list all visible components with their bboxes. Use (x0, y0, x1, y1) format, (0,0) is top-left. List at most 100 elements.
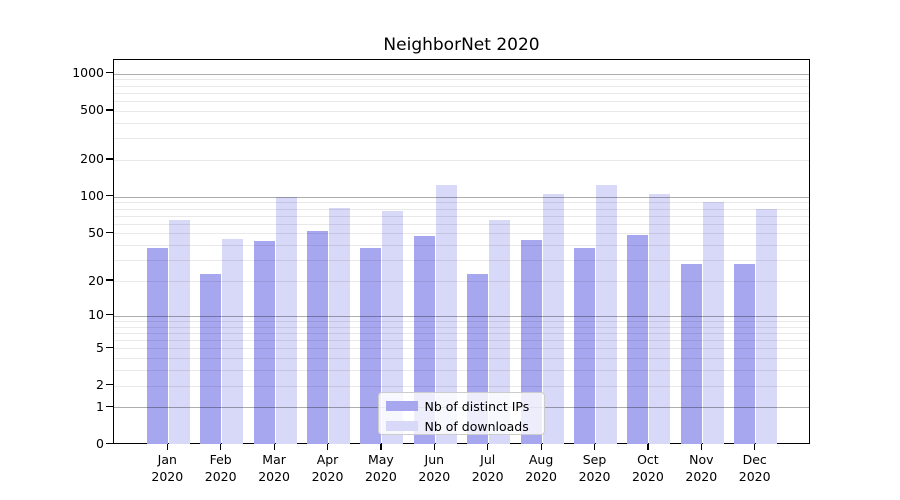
chart-title: NeighborNet 2020 (383, 35, 540, 55)
y-tick-label: 200 (80, 151, 104, 167)
legend-swatch-distinct-ips (386, 400, 418, 412)
minor-gridline (114, 326, 809, 328)
y-axis-tick (106, 195, 113, 197)
bar-downloads-sep (595, 184, 618, 445)
minor-gridline (114, 260, 809, 262)
major-gridline (114, 315, 809, 317)
minor-gridline (114, 101, 809, 103)
y-tick-label: 1 (96, 398, 104, 414)
legend-swatch-downloads (386, 420, 418, 432)
bar-downloads-mar (275, 196, 297, 445)
bar-distinct-ips-oct (627, 234, 649, 445)
minor-gridline (114, 348, 809, 350)
x-tick-label: Sep 2020 (563, 452, 627, 485)
x-tick-label-year: 2020 (204, 468, 237, 484)
y-axis-tick (106, 72, 113, 74)
x-tick-label-month: Jan (157, 452, 177, 467)
x-tick-label: Mar 2020 (242, 452, 306, 485)
x-axis-tick (540, 444, 542, 450)
bar-downloads-apr (328, 207, 351, 445)
bar-downloads-oct (649, 194, 671, 445)
x-axis-tick (647, 444, 649, 450)
minor-gridline (114, 215, 809, 217)
minor-gridline (114, 281, 809, 283)
x-tick-label-year: 2020 (685, 468, 718, 484)
bar-distinct-ips-apr (306, 231, 329, 445)
x-tick-label-year: 2020 (311, 468, 344, 484)
minor-gridline (114, 79, 809, 81)
y-tick-label: 1000 (72, 65, 104, 81)
x-tick-label-month: Jul (480, 452, 496, 467)
x-axis-tick (700, 444, 702, 450)
bar-downloads-nov (702, 202, 724, 445)
y-tick-label: 20 (88, 272, 104, 288)
x-tick-label: Jan 2020 (135, 452, 199, 485)
x-tick-label: Jun 2020 (402, 452, 466, 485)
y-axis-tick (106, 109, 113, 111)
y-tick-label: 10 (88, 307, 104, 323)
legend-item-downloads: Nb of downloads (386, 419, 529, 434)
x-tick-label: Aug 2020 (509, 452, 573, 485)
x-tick-label-month: Apr (316, 452, 339, 467)
bar-downloads-may (382, 210, 404, 445)
x-tick-label-year: 2020 (418, 468, 451, 484)
minor-gridline (114, 245, 809, 247)
x-tick-label: Dec 2020 (723, 452, 787, 485)
x-tick-label-year: 2020 (631, 468, 664, 484)
x-axis-tick (380, 444, 382, 450)
minor-gridline (114, 138, 809, 140)
y-tick-label: 100 (80, 188, 104, 204)
legend-label-downloads: Nb of downloads (424, 418, 529, 434)
minor-gridline (114, 358, 809, 360)
x-axis-tick (326, 444, 329, 450)
minor-gridline (114, 122, 809, 124)
minor-gridline (114, 92, 809, 94)
x-tick-label-year: 2020 (578, 468, 611, 484)
x-tick-label: Nov 2020 (669, 452, 733, 485)
minor-gridline (114, 85, 809, 87)
minor-gridline (114, 233, 809, 235)
bar-downloads-jun (435, 184, 457, 445)
plot-area (113, 59, 810, 445)
x-axis-tick (273, 444, 275, 450)
x-axis-tick (487, 444, 489, 450)
y-axis-tick (106, 314, 113, 316)
y-tick-label: 50 (88, 224, 104, 240)
y-tick-label: 500 (80, 102, 104, 118)
x-tick-label-year: 2020 (364, 468, 397, 484)
x-tick-label: May 2020 (349, 452, 413, 485)
bar-distinct-ips-nov (680, 263, 702, 445)
x-tick-label: Jul 2020 (456, 452, 520, 485)
minor-gridline (114, 340, 809, 342)
minor-gridline (114, 110, 809, 112)
x-tick-label-month: May (367, 452, 394, 467)
minor-gridline (114, 223, 809, 225)
bar-distinct-ips-jan (146, 247, 168, 445)
legend-item-distinct-ips: Nb of distinct IPs (386, 399, 529, 414)
x-tick-label-year: 2020 (471, 468, 504, 484)
bar-distinct-ips-may (360, 247, 382, 445)
x-axis-tick (220, 444, 222, 450)
x-tick-label: Feb 2020 (189, 452, 253, 485)
minor-gridline (114, 332, 809, 334)
x-tick-label-month: Sep (582, 452, 607, 467)
x-tick-label-year: 2020 (525, 468, 557, 484)
x-tick-label-month: Nov (689, 452, 714, 467)
y-tick-label: 5 (96, 339, 104, 355)
x-tick-label-year: 2020 (738, 468, 771, 484)
minor-gridline (114, 202, 809, 204)
minor-gridline (114, 385, 809, 387)
bar-downloads-jul (489, 219, 511, 445)
x-tick-label-month: Jun (424, 452, 445, 467)
bar-distinct-ips-sep (573, 247, 596, 445)
y-axis-tick (106, 279, 113, 281)
bar-downloads-dec (756, 208, 778, 445)
y-axis-tick (106, 383, 113, 386)
x-tick-label: Apr 2020 (296, 452, 360, 485)
bar-downloads-feb (222, 239, 244, 445)
bar-downloads-aug (542, 193, 564, 445)
minor-gridline (114, 320, 809, 322)
legend-label-distinct-ips: Nb of distinct IPs (424, 398, 530, 414)
bar-downloads-jan (168, 220, 190, 445)
